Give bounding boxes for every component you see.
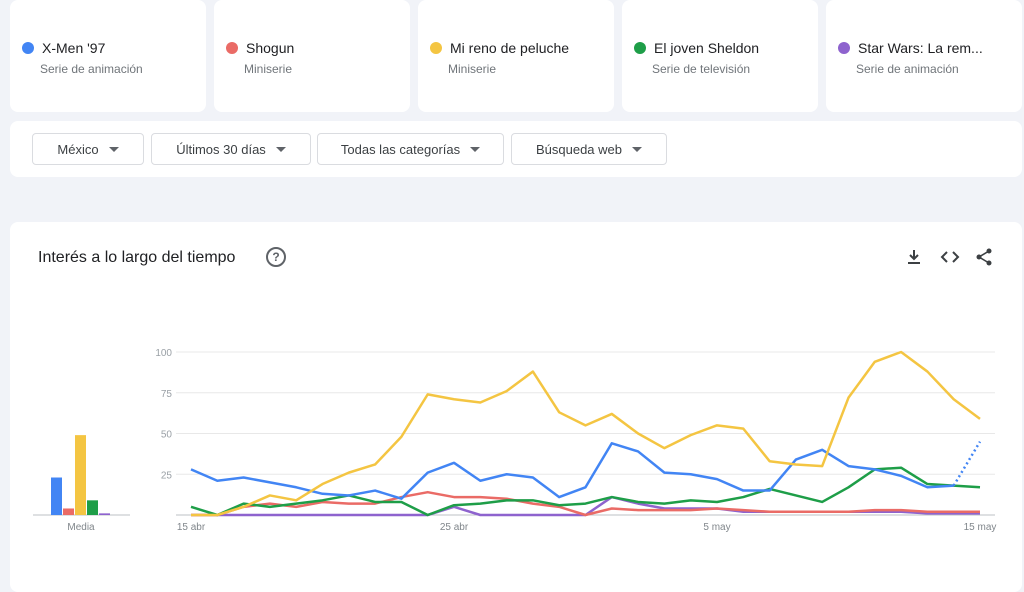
average-bar bbox=[87, 500, 98, 515]
y-tick-label: 100 bbox=[155, 348, 172, 359]
y-tick-label: 25 bbox=[161, 470, 173, 481]
chevron-down-icon bbox=[632, 146, 642, 152]
x-tick-label: 15 abr bbox=[177, 522, 206, 533]
term-card[interactable]: Star Wars: La rem... Serie de animación bbox=[826, 0, 1022, 112]
average-bar bbox=[99, 513, 110, 515]
panel-title: Interés a lo largo del tiempo bbox=[38, 249, 236, 266]
embed-icon[interactable] bbox=[940, 248, 960, 271]
chevron-down-icon bbox=[470, 146, 481, 152]
x-tick-label: 15 may bbox=[964, 522, 997, 533]
term-type: Miniserie bbox=[244, 62, 293, 76]
series-line bbox=[191, 490, 980, 517]
term-color-dot bbox=[226, 42, 238, 54]
term-card[interactable]: Shogun Miniserie bbox=[214, 0, 410, 112]
region-label: México bbox=[57, 141, 99, 157]
search-type-label: Búsqueda web bbox=[535, 141, 622, 157]
region-dropdown[interactable]: México bbox=[32, 133, 144, 165]
term-name: Star Wars: La rem... bbox=[858, 40, 983, 56]
term-color-dot bbox=[22, 42, 34, 54]
chevron-down-icon bbox=[275, 146, 286, 152]
help-icon[interactable]: ? bbox=[266, 247, 286, 267]
term-color-dot bbox=[634, 42, 646, 54]
term-name: Mi reno de peluche bbox=[450, 40, 570, 56]
series-line bbox=[190, 466, 981, 517]
term-color-dot bbox=[838, 42, 850, 54]
x-tick-label: 25 abr bbox=[440, 522, 469, 533]
term-type: Serie de animación bbox=[856, 62, 959, 76]
average-bar bbox=[63, 508, 74, 515]
period-dropdown[interactable]: Últimos 30 días bbox=[151, 133, 311, 165]
term-type: Serie de animación bbox=[40, 62, 143, 76]
series-line bbox=[190, 442, 954, 500]
series-line bbox=[191, 495, 980, 517]
term-card[interactable]: El joven Sheldon Serie de televisión bbox=[622, 0, 818, 112]
series-line bbox=[191, 350, 981, 517]
interest-over-time-panel: Interés a lo largo del tiempo ? bbox=[10, 222, 1022, 592]
share-icon[interactable] bbox=[975, 248, 993, 271]
term-card[interactable]: X-Men '97 Serie de animación bbox=[10, 0, 206, 112]
average-bar bbox=[51, 477, 62, 515]
term-name: El joven Sheldon bbox=[654, 40, 760, 56]
average-bar bbox=[75, 435, 86, 515]
term-color-dot bbox=[430, 42, 442, 54]
category-label: Todas las categorías bbox=[340, 141, 461, 157]
term-card[interactable]: Mi reno de peluche Miniserie bbox=[418, 0, 614, 112]
average-label: Media bbox=[67, 522, 95, 533]
partial-data-line bbox=[952, 441, 982, 487]
y-tick-label: 50 bbox=[161, 430, 173, 441]
interest-chart: 100 75 50 25 15 abr 25 abr 5 may 15 may Media bbox=[33, 348, 997, 533]
period-label: Últimos 30 días bbox=[176, 141, 266, 157]
y-tick-label: 75 bbox=[161, 389, 173, 400]
download-icon[interactable] bbox=[905, 248, 923, 271]
term-name: X-Men '97 bbox=[42, 40, 106, 56]
category-dropdown[interactable]: Todas las categorías bbox=[317, 133, 504, 165]
term-name: Shogun bbox=[246, 40, 295, 56]
term-type: Serie de televisión bbox=[652, 62, 751, 76]
term-type: Miniserie bbox=[448, 62, 497, 76]
filters-bar: México Últimos 30 días Todas las categor… bbox=[10, 121, 1022, 177]
chevron-down-icon bbox=[108, 146, 119, 152]
x-tick-label: 5 may bbox=[703, 522, 730, 533]
search-type-dropdown[interactable]: Búsqueda web bbox=[511, 133, 667, 165]
